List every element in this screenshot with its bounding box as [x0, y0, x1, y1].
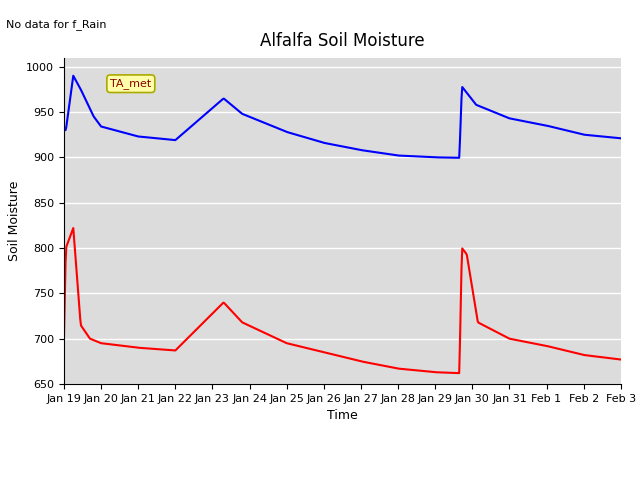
Legend: Theta10cm, Theta20cm: Theta10cm, Theta20cm — [216, 479, 469, 480]
Text: TA_met: TA_met — [110, 78, 152, 89]
Y-axis label: Soil Moisture: Soil Moisture — [8, 180, 20, 261]
Text: No data for f_Rain: No data for f_Rain — [6, 19, 107, 30]
X-axis label: Time: Time — [327, 409, 358, 422]
Title: Alfalfa Soil Moisture: Alfalfa Soil Moisture — [260, 33, 425, 50]
